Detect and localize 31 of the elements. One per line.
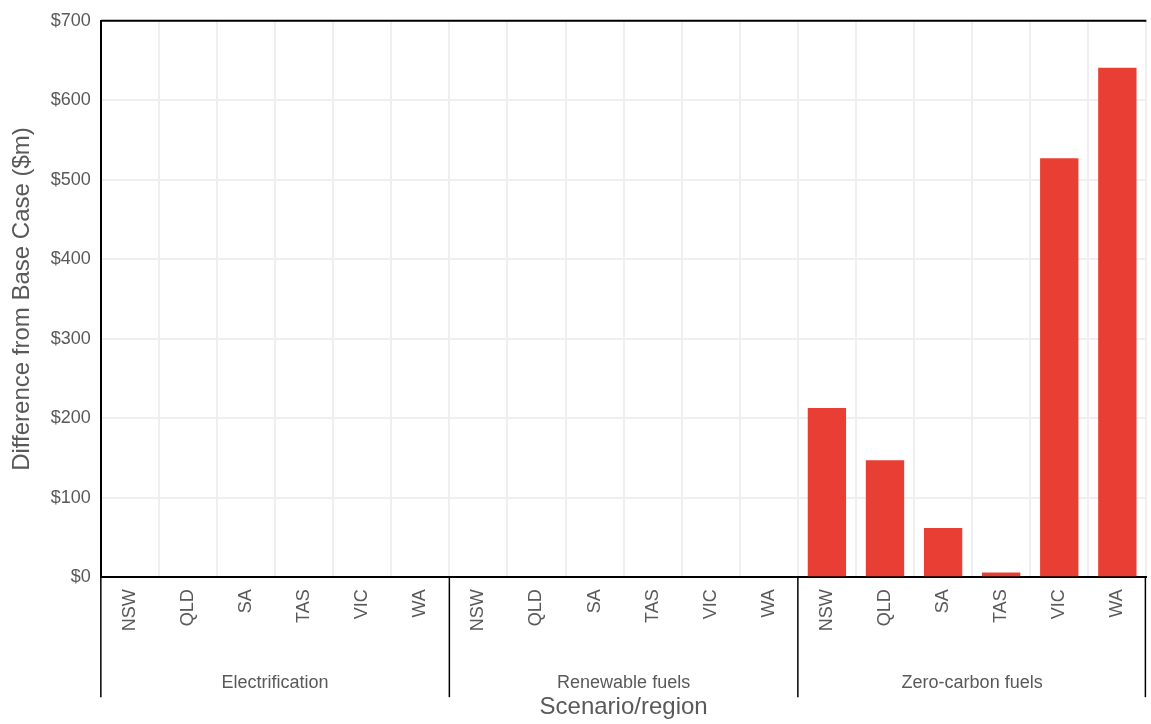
y-axis-title: Difference from Base Case ($m) [7, 127, 35, 471]
text: Zero-carbon fuels [901, 672, 1043, 693]
x-tick-label: QLD [873, 589, 894, 627]
x-tick-label: SA [932, 589, 953, 614]
x-tick-label: NSW [815, 589, 836, 632]
x-tick-label: VIC [1048, 589, 1069, 620]
y-tick-label: $100 [50, 486, 91, 507]
y-tick-label: $500 [50, 168, 91, 189]
y-tick-label: $0 [70, 566, 91, 587]
y-tick-label: $300 [50, 327, 91, 348]
y-tick-label: $200 [50, 407, 91, 428]
x-tick-label: WA [757, 589, 778, 618]
x-tick-label: VIC [351, 589, 372, 620]
text: Renewable fuels [557, 672, 691, 693]
x-tick-label: NSW [467, 589, 488, 632]
x-tick-label: WA [409, 589, 430, 618]
x-tick-label: TAS [293, 589, 314, 623]
x-tick-label: WA [1106, 589, 1127, 618]
x-tick-label: SA [583, 589, 604, 614]
x-tick-label: NSW [118, 589, 139, 632]
x-tick-label: SA [235, 589, 256, 614]
x-axis-title: Scenario/region [539, 692, 708, 720]
x-tick-label: QLD [176, 589, 197, 627]
y-tick-label: $700 [50, 9, 91, 30]
x-tick-label: VIC [699, 589, 720, 620]
y-tick-label: $400 [50, 248, 91, 269]
x-tick-label: TAS [641, 589, 662, 623]
x-tick-label: TAS [990, 589, 1011, 623]
text: Electrification [221, 672, 329, 693]
y-tick-label: $600 [50, 89, 91, 110]
x-tick-label: QLD [525, 589, 546, 627]
